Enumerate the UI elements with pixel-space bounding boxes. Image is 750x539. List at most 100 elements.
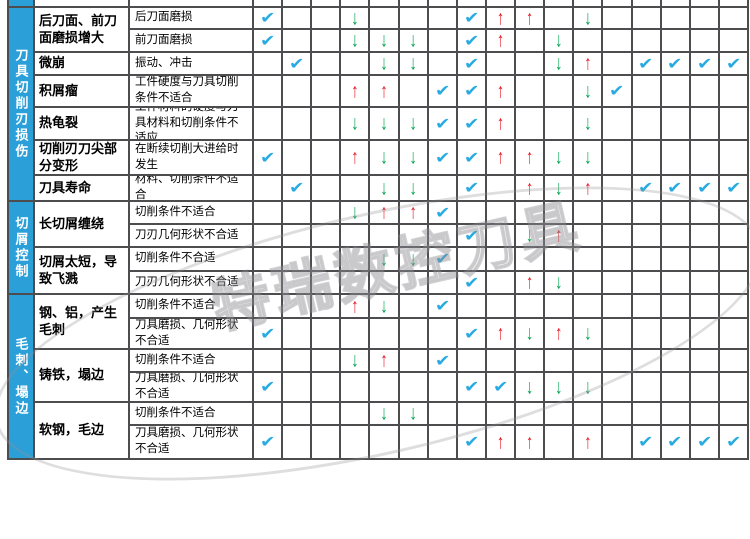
symbol-cell: ↑ bbox=[486, 426, 515, 458]
cause-cell: 切削条件不适合 bbox=[130, 350, 252, 371]
check-icon: ✔ bbox=[434, 298, 450, 315]
symbol-cell: ↑ bbox=[545, 225, 573, 246]
symbol-cell: ↓ bbox=[545, 141, 573, 174]
check-icon: ✔ bbox=[288, 180, 305, 197]
symbol-cell bbox=[283, 373, 311, 401]
symbol-cell bbox=[603, 426, 631, 458]
symbol-cell bbox=[603, 373, 631, 401]
symbol-cell-empty bbox=[661, 0, 689, 6]
symbol-cell-empty bbox=[516, 0, 544, 6]
symbol-cell bbox=[632, 295, 660, 317]
symbol-cell bbox=[399, 319, 427, 348]
symbol-cell: ✔ bbox=[632, 176, 660, 200]
symbol-cell bbox=[457, 403, 485, 424]
symbol-cell bbox=[428, 176, 456, 200]
check-icon: ✔ bbox=[434, 149, 450, 167]
arrow-down-icon: ↓ bbox=[380, 295, 388, 317]
symbol-cell-empty bbox=[283, 0, 311, 6]
symbol-cell bbox=[254, 403, 282, 424]
symbol-cell: ↓ bbox=[399, 108, 427, 139]
symbol-cell bbox=[428, 30, 456, 51]
symbol-cell: ↑ bbox=[399, 202, 427, 223]
symbol-cell bbox=[486, 248, 515, 270]
check-icon: ✔ bbox=[463, 379, 480, 396]
symbol-cell bbox=[545, 403, 573, 424]
symbol-cell: ↓ bbox=[370, 176, 398, 200]
cause-cell: 刀具磨损、几何形状不合适 bbox=[130, 426, 252, 458]
symbol-cell bbox=[516, 248, 544, 270]
arrow-up-icon: ↑ bbox=[554, 322, 563, 345]
symbol-cell bbox=[486, 272, 515, 293]
cause-cell: 后刀面磨损 bbox=[130, 8, 252, 28]
symbol-cell: ✔ bbox=[457, 176, 485, 200]
symbol-cell bbox=[254, 295, 282, 317]
symbol-cell bbox=[690, 202, 718, 223]
cause-cell: 前刀面磨损 bbox=[130, 30, 252, 51]
symbol-cell bbox=[690, 8, 718, 28]
symbol-cell bbox=[312, 53, 340, 74]
symbol-cell bbox=[341, 272, 369, 293]
symbol-cell bbox=[457, 202, 485, 223]
arrow-up-icon: ↑ bbox=[380, 79, 388, 103]
cause-cell: 切削条件不合适 bbox=[130, 248, 252, 270]
arrow-down-icon: ↓ bbox=[584, 375, 592, 399]
category-cell: 后刀面、前刀面磨损增大 bbox=[35, 8, 128, 51]
symbol-cell bbox=[516, 350, 544, 371]
symbol-cell bbox=[661, 319, 689, 348]
check-icon: ✔ bbox=[638, 180, 654, 197]
symbol-cell: ✔ bbox=[632, 53, 660, 74]
cause-cell: 刀具磨损、几何形状不合适 bbox=[130, 319, 252, 348]
symbol-cell-empty bbox=[632, 0, 660, 6]
symbol-cell bbox=[603, 53, 631, 74]
symbol-cell: ↑ bbox=[545, 319, 573, 348]
symbol-cell-empty bbox=[486, 0, 515, 6]
symbol-cell: ↓ bbox=[516, 225, 544, 246]
arrow-up-icon: ↑ bbox=[525, 176, 534, 200]
cause-cell: 刀刃几何形状不合适 bbox=[130, 225, 252, 246]
symbol-cell bbox=[486, 295, 515, 317]
symbol-cell: ↓ bbox=[341, 350, 369, 371]
symbol-cell: ↓ bbox=[370, 295, 398, 317]
arrow-up-icon: ↑ bbox=[496, 112, 505, 135]
symbol-cell bbox=[283, 8, 311, 28]
check-icon: ✔ bbox=[638, 434, 654, 451]
arrow-down-icon: ↓ bbox=[409, 53, 417, 74]
symbol-cell: ↓ bbox=[545, 53, 573, 74]
symbol-cell bbox=[632, 30, 660, 51]
arrow-down-icon: ↓ bbox=[584, 112, 592, 135]
symbol-cell bbox=[661, 403, 689, 424]
check-icon: ✔ bbox=[259, 434, 276, 451]
check-icon: ✔ bbox=[434, 115, 450, 133]
check-icon: ✔ bbox=[259, 379, 276, 396]
symbol-cell bbox=[457, 350, 485, 371]
symbol-cell bbox=[428, 272, 456, 293]
symbol-cell bbox=[486, 225, 515, 246]
symbol-cell bbox=[312, 8, 340, 28]
symbol-cell bbox=[632, 8, 660, 28]
symbol-cell: ↓ bbox=[399, 403, 427, 424]
check-icon: ✔ bbox=[463, 149, 480, 167]
arrow-down-icon: ↓ bbox=[554, 30, 563, 51]
symbol-cell bbox=[312, 373, 340, 401]
symbol-cell bbox=[719, 403, 747, 424]
symbol-cell bbox=[283, 30, 311, 51]
cause-cell-empty bbox=[130, 0, 252, 6]
arrow-down-icon: ↓ bbox=[351, 202, 359, 223]
check-icon: ✔ bbox=[259, 149, 276, 167]
arrow-up-icon: ↑ bbox=[496, 322, 505, 345]
arrow-down-icon: ↓ bbox=[554, 146, 563, 169]
symbol-cell bbox=[632, 202, 660, 223]
check-icon: ✔ bbox=[463, 180, 480, 197]
symbol-cell bbox=[341, 373, 369, 401]
symbol-cell bbox=[283, 403, 311, 424]
category-cell: 切削刃刀尖部分变形 bbox=[35, 141, 128, 174]
symbol-cell bbox=[690, 76, 718, 106]
symbol-cell bbox=[661, 373, 689, 401]
symbol-cell: ↑ bbox=[516, 141, 544, 174]
symbol-cell bbox=[574, 350, 602, 371]
arrow-down-icon: ↓ bbox=[584, 322, 592, 345]
check-icon: ✔ bbox=[725, 180, 742, 197]
arrow-down-icon: ↓ bbox=[584, 79, 592, 103]
arrow-down-icon: ↓ bbox=[584, 146, 592, 169]
symbol-cell: ↓ bbox=[370, 108, 398, 139]
